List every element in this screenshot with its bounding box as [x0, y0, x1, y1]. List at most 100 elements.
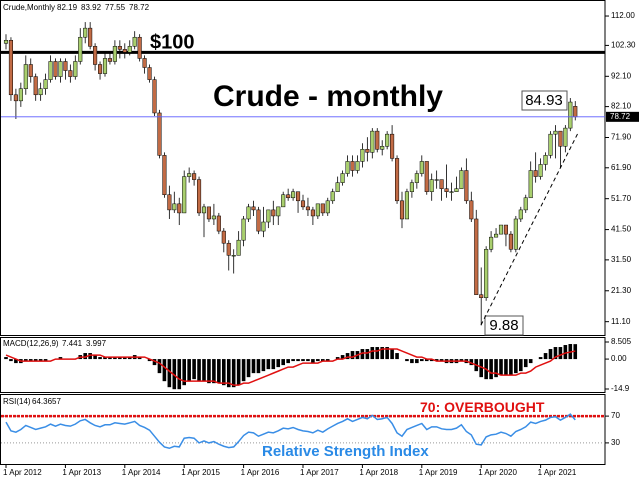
candle-body [474, 218, 479, 295]
y-tick-label: 92.10 [611, 71, 632, 80]
candle-body [8, 40, 13, 96]
y-tick-label: 82.10 [611, 102, 632, 111]
macd-bar [519, 359, 523, 372]
macd-bar [222, 359, 226, 386]
candle-body [494, 233, 499, 238]
macd-bar [88, 353, 92, 360]
candle-body [271, 209, 276, 217]
macd-bar [296, 359, 300, 362]
candle-body [553, 130, 558, 135]
macd-bar [4, 357, 8, 360]
rsi-title: RSI(14) [3, 397, 31, 406]
candle-body [167, 194, 172, 211]
macd-bar [494, 359, 498, 378]
macd-bar [182, 359, 186, 386]
candle-body [93, 46, 98, 65]
header-low: 77.55 [105, 3, 126, 12]
candle-body [523, 197, 528, 211]
candle-body [18, 88, 23, 102]
macd-bar [553, 347, 558, 360]
main-panel [0, 0, 606, 336]
candle-body [489, 236, 494, 250]
candle-body [399, 200, 405, 220]
macd-bar [108, 357, 112, 360]
candle-body [38, 88, 43, 96]
macd-bar [434, 359, 439, 362]
header-open: 82.19 [57, 3, 78, 12]
macd-bar [405, 359, 409, 362]
candle-body [573, 106, 578, 118]
macd-bar [489, 359, 493, 380]
high-label: 84.93 [525, 92, 563, 109]
y-tick-label: 8.505 [611, 337, 632, 346]
macd-bar [509, 359, 513, 376]
candle-body [197, 179, 202, 214]
x-tick-label: 1 Apr 2015 [181, 468, 220, 477]
y-tick-label: 112.00 [611, 11, 635, 20]
macd-bar [316, 359, 320, 362]
macd-bar [350, 351, 355, 360]
y-tick-label: 71.90 [611, 133, 632, 142]
y-tick-label: 41.50 [611, 225, 632, 234]
candle-body [291, 191, 296, 199]
candle-body [107, 58, 113, 62]
signal-line [5, 348, 576, 386]
y-tick-label: 61.90 [611, 163, 632, 172]
candle-body [28, 64, 33, 77]
candle-body [548, 133, 553, 156]
macd-bar [380, 347, 384, 360]
macd-bar [202, 359, 206, 382]
candle-body [513, 218, 518, 250]
candle-body [390, 133, 395, 159]
header-close: 78.72 [129, 3, 150, 12]
macd-bar [370, 347, 375, 360]
candle-body [177, 203, 182, 214]
candle-body [434, 179, 439, 181]
candle-body [236, 239, 241, 256]
y-tick-label: 70 [611, 411, 620, 420]
macd-bar [429, 359, 434, 362]
macd-bar [325, 359, 330, 362]
candle-body [533, 170, 538, 177]
macd-bar [14, 359, 18, 364]
candle-body [246, 206, 251, 220]
candle-body [360, 149, 365, 162]
x-tick-label: 1 Apr 2016 [241, 468, 280, 477]
macd-bar [528, 359, 533, 364]
x-tick-label: 1 Apr 2021 [538, 468, 577, 477]
candle-body [325, 200, 330, 214]
candle-body [479, 294, 484, 298]
candle-body [73, 61, 78, 77]
candle-body [132, 36, 137, 47]
candle-body [43, 79, 48, 89]
rsi-subtitle: Relative Strength Index [262, 443, 429, 460]
signal-value: 3.997 [86, 339, 107, 348]
candle-body [370, 130, 375, 153]
candle-body [315, 203, 320, 217]
candle-body [380, 146, 385, 150]
macd-bar [291, 359, 295, 362]
macd-bar [360, 349, 365, 360]
macd-bar [345, 353, 350, 360]
x-tick-label: 1 Apr 2013 [62, 468, 101, 477]
candle-body [310, 209, 315, 217]
candle-body [53, 61, 58, 77]
price-label: 78.72 [610, 112, 631, 121]
candle-body [498, 224, 504, 235]
macd-bar [187, 359, 191, 382]
macd-bar [93, 355, 97, 360]
candle-body [404, 191, 409, 220]
macd-bar [301, 359, 305, 362]
macd-bar [212, 359, 216, 384]
x-tick-label: 1 Apr 2017 [300, 468, 339, 477]
macd-bar [281, 359, 285, 366]
candle-body [221, 230, 226, 244]
macd-bar [24, 359, 28, 362]
candle-body [300, 200, 306, 208]
candle-body [112, 46, 117, 62]
candle-body [419, 161, 424, 174]
macd-bar [217, 359, 221, 384]
candle-body [102, 58, 108, 74]
macd-bar [415, 359, 419, 364]
